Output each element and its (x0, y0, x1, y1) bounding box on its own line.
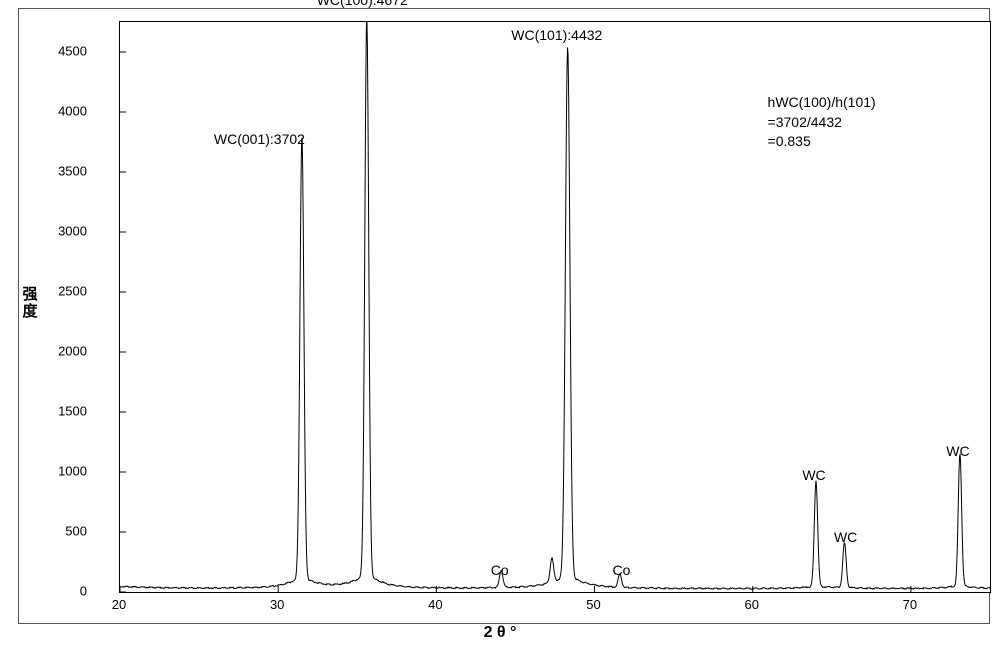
x-tick-label: 60 (744, 597, 758, 612)
x-tick-label: 30 (270, 597, 284, 612)
peak-label: Co (491, 562, 509, 578)
ratio-infobox: hWC(100)/h(101)=3702/4432=0.835 (768, 93, 876, 152)
y-tick-label: 1500 (37, 404, 87, 419)
infobox-line: =3702/4432 (768, 113, 876, 133)
y-tick-label: 3000 (37, 224, 87, 239)
x-axis-label: 2 θ ° (0, 624, 1000, 642)
infobox-line: =0.835 (768, 132, 876, 152)
y-tick-label: 4500 (37, 44, 87, 59)
peak-label: Co (613, 562, 631, 578)
y-tick-label: 2500 (37, 284, 87, 299)
y-tick-label: 1000 (37, 464, 87, 479)
y-tick-label: 2000 (37, 344, 87, 359)
y-tick-label: 500 (37, 524, 87, 539)
x-tick-label: 40 (428, 597, 442, 612)
x-tick-label: 70 (903, 597, 917, 612)
x-tick-label: 50 (586, 597, 600, 612)
y-tick-label: 3500 (37, 164, 87, 179)
infobox-line: hWC(100)/h(101) (768, 93, 876, 113)
y-tick-label: 4000 (37, 104, 87, 119)
peak-label: WC(100):4672 (317, 0, 408, 8)
peak-label: WC (802, 467, 825, 483)
chart-frame: 强度 050010001500200025003000350040004500 … (18, 8, 990, 624)
y-tick-label: 0 (37, 584, 87, 599)
peak-label: WC(001):3702 (214, 131, 305, 147)
x-tick-label: 20 (112, 597, 126, 612)
peak-label: WC (834, 529, 857, 545)
peak-label: WC (946, 443, 969, 459)
peak-label: WC(101):4432 (511, 27, 602, 43)
